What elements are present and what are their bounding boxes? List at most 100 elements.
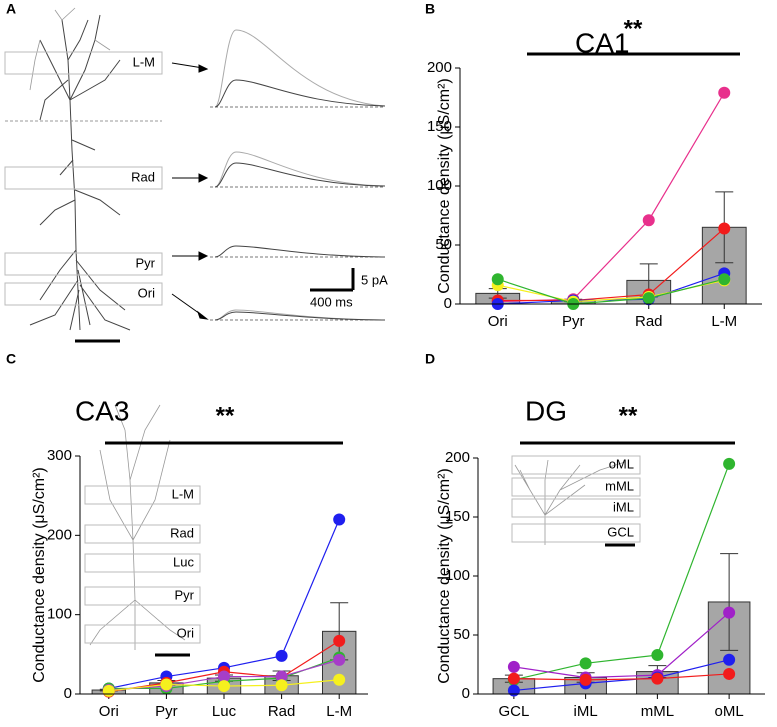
data-point (333, 653, 346, 666)
inset-layer-label: iML (613, 499, 634, 514)
data-point (160, 678, 173, 691)
scale-label: 400 ms (310, 294, 353, 309)
data-point (718, 273, 731, 286)
data-point (718, 222, 731, 235)
x-tick-label: mML (641, 703, 674, 720)
inset-layer-box (511, 477, 641, 497)
data-point (218, 670, 230, 683)
x-tick-label: Luc (212, 703, 237, 720)
data-point (491, 273, 504, 286)
data-point (102, 684, 115, 697)
data-point (642, 292, 655, 305)
inset-layer-label: L-M (172, 486, 194, 501)
x-tick-label: L-M (711, 313, 737, 330)
y-tick-label: 150 (427, 118, 452, 135)
inset-scale-bar (155, 543, 635, 657)
x-tick-label: Ori (99, 703, 119, 720)
data-point (723, 653, 736, 666)
panel-label: A (6, 1, 16, 17)
data-point (507, 672, 520, 685)
inset-layer-label: Rad (170, 525, 194, 540)
series-line (513, 673, 730, 681)
x-tick-label: iML (574, 703, 598, 720)
series-line (513, 659, 730, 692)
inset-layer-box (84, 624, 201, 644)
y-tick-label: 100 (427, 177, 452, 194)
x-tick-label: oML (715, 703, 744, 720)
inset-layer-label: GCL (607, 524, 634, 539)
data-point (333, 673, 346, 686)
series-line (497, 228, 725, 302)
y-tick-label: 0 (64, 685, 72, 702)
annotation: ** (216, 402, 235, 429)
chart-title: DG (525, 395, 567, 426)
annotation: ** (624, 15, 643, 42)
inset-layer-box (84, 553, 201, 573)
chart-title: CA3 (75, 395, 129, 426)
inset-layer-label: Ori (177, 625, 194, 640)
data-point (333, 634, 346, 647)
panel-label: D (425, 351, 435, 367)
inset-layer-label: Luc (173, 554, 194, 569)
y-tick-label: 50 (453, 626, 470, 643)
y-tick-label: 200 (47, 526, 72, 543)
layer-label: L-M (133, 54, 155, 69)
scale-label: 5 pA (361, 272, 388, 287)
panel-label: C (6, 351, 16, 367)
y-tick-label: 300 (47, 447, 72, 464)
x-tick-label: Pyr (155, 703, 178, 720)
data-point (275, 679, 288, 692)
inset-layer-box (511, 498, 641, 518)
y-axis-label: Conductance density (μS/cm²) (436, 78, 453, 294)
data-point (218, 680, 230, 693)
series-line (513, 612, 730, 679)
data-point (507, 684, 520, 697)
data-point (723, 606, 736, 619)
panel-label: B (425, 1, 435, 17)
neuron-drawing (29, 7, 131, 331)
data-point (723, 667, 736, 680)
data-point (651, 672, 664, 685)
data-point (333, 513, 346, 526)
inset-layer-box (84, 524, 201, 544)
inset-layer-box (511, 523, 641, 543)
x-tick-label: Rad (268, 703, 296, 720)
data-point (275, 649, 288, 662)
y-tick-label: 100 (445, 567, 470, 584)
inset-layer-box (84, 485, 201, 505)
data-point (723, 457, 736, 470)
x-tick-label: Pyr (562, 313, 585, 330)
inset-layer-box (511, 455, 641, 475)
data-point (579, 673, 592, 686)
error-bar (720, 553, 739, 651)
x-tick-label: Ori (488, 313, 508, 330)
x-tick-label: Rad (635, 313, 663, 330)
y-tick-label: 100 (47, 606, 72, 623)
series-line (497, 92, 725, 303)
y-tick-label: 200 (445, 449, 470, 466)
series-line (497, 278, 725, 305)
data-point (507, 660, 520, 673)
data-point (579, 657, 592, 670)
inset-layer-label: mML (605, 478, 634, 493)
y-tick-label: 0 (462, 685, 470, 702)
data-point (275, 670, 288, 683)
data-point (642, 214, 655, 227)
x-tick-label: L-M (326, 703, 352, 720)
scale-bar (75, 268, 355, 343)
x-tick-label: GCL (498, 703, 529, 720)
y-tick-label: 150 (445, 508, 470, 525)
inset-layer-label: Pyr (175, 587, 195, 602)
y-tick-label: 200 (427, 59, 452, 76)
layer-label: Rad (131, 169, 155, 184)
series-line (497, 279, 725, 303)
data-point (718, 86, 731, 99)
layer-boxes (4, 51, 163, 306)
data-point (651, 649, 664, 662)
layer-label: Pyr (136, 255, 156, 270)
y-tick-label: 0 (444, 295, 452, 312)
y-axis-label: Conductance density (μS/cm²) (31, 467, 48, 683)
inset-layer-box (84, 586, 201, 606)
y-axis-label: Conductance density (μS/cm²) (436, 468, 453, 684)
